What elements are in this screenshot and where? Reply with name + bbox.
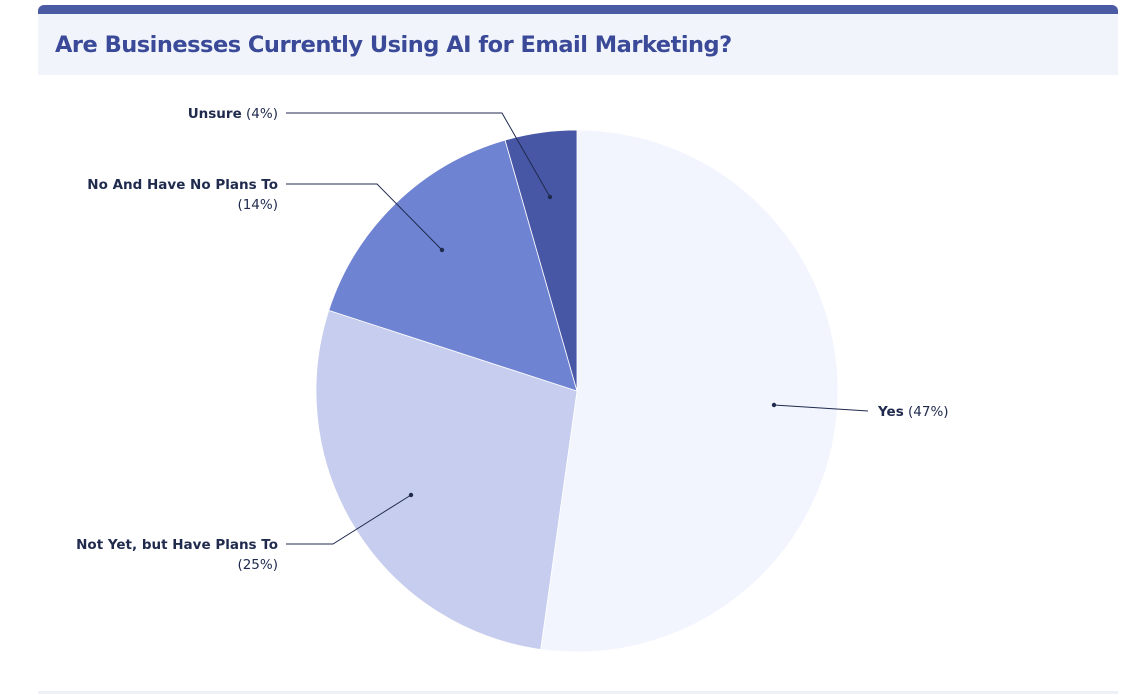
slice-label-text: Unsure (4%) [188, 106, 278, 122]
leader-dot [547, 194, 553, 200]
chart-title: Are Businesses Currently Using AI for Em… [55, 31, 732, 58]
leader-dot [408, 492, 414, 498]
slice-percent-label: (14%) [237, 197, 278, 213]
chart-header: Are Businesses Currently Using AI for Em… [38, 14, 1118, 75]
slice-percent-label: (25%) [237, 557, 278, 573]
leader-dot [771, 402, 777, 408]
leader-dot [439, 247, 445, 253]
slice-label-unsure: Unsure (4%) [188, 106, 553, 200]
slice-percent-label: (4%) [242, 106, 278, 122]
slice-label-no-and-have-no-plans-to: No And Have No Plans To (14%) [87, 177, 445, 253]
leader-line [773, 404, 869, 412]
divider [38, 691, 1118, 694]
slice-label-not-yet-but-have-plans-to: Not Yet, but Have Plans To (25%) [76, 492, 414, 573]
slice-name-label: Unsure [188, 106, 242, 122]
slice-name-label: No And Have No Plans To [87, 177, 278, 193]
leader-line [286, 112, 551, 198]
accent-bar [38, 5, 1118, 14]
slice-label-yes: Yes (47%) [771, 402, 949, 420]
slice-label-text: Yes (47%) [877, 404, 949, 420]
leader-line [286, 494, 412, 545]
leader-line [286, 183, 443, 251]
slice-name-label: Yes [877, 404, 904, 420]
pie-slice-unsure [504, 129, 578, 392]
slice-name-label: Not Yet, but Have Plans To [76, 537, 278, 553]
slice-percent-label: (47%) [904, 404, 949, 420]
pie-slice-yes [540, 129, 839, 653]
